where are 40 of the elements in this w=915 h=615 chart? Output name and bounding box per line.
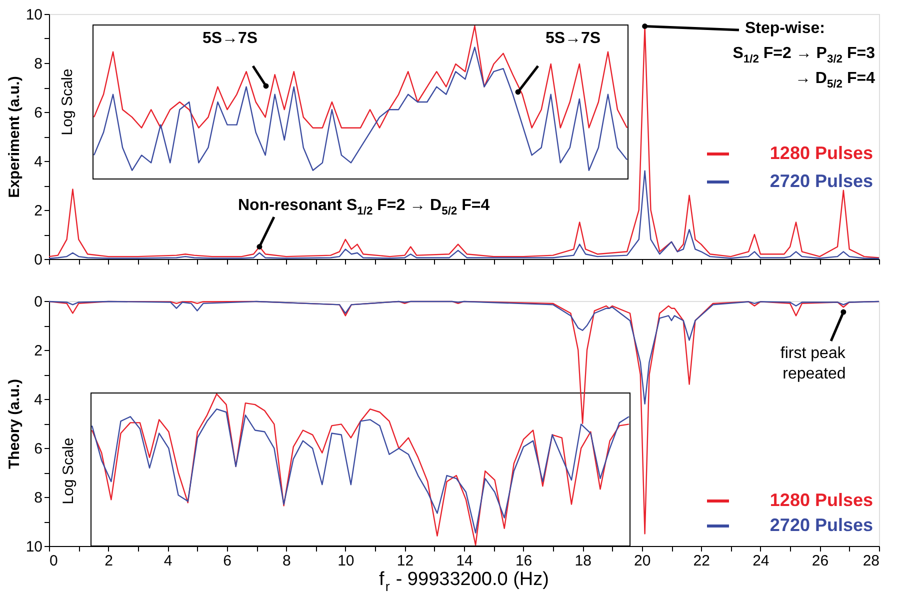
y-tick-label: 10 bbox=[26, 6, 42, 24]
y-axis-title: Log Scale bbox=[60, 438, 77, 504]
y-tick-label: 4 bbox=[34, 154, 42, 170]
x-tick-label: 10 bbox=[338, 552, 354, 570]
x-tick-label: 26 bbox=[812, 552, 829, 570]
x-tick-label: 16 bbox=[515, 552, 532, 570]
legend-label: 1280 Pulses bbox=[770, 143, 873, 163]
x-tick-label: 18 bbox=[574, 552, 592, 570]
legend-label: 2720 Pulses bbox=[770, 171, 873, 191]
y-tick-label: 2 bbox=[34, 202, 42, 220]
x-tick-label: 20 bbox=[634, 552, 651, 570]
x-tick-label: 8 bbox=[282, 552, 291, 570]
annotation: first peak repeated bbox=[780, 344, 846, 383]
x-tick-label: 4 bbox=[164, 552, 172, 570]
y-tick-label: 2 bbox=[34, 342, 42, 360]
y-axis-title: Experiment (a.u.) bbox=[6, 76, 23, 198]
legend-label: 2720 Pulses bbox=[770, 515, 873, 535]
y-axis-title: Log Scale bbox=[59, 68, 76, 136]
x-tick-label: 24 bbox=[752, 552, 770, 570]
y-tick-label: 8 bbox=[34, 56, 42, 72]
y-tick-label: 0 bbox=[34, 252, 42, 268]
y-tick-label: 8 bbox=[34, 490, 42, 506]
line-series bbox=[48, 300, 880, 404]
x-tick-label: 14 bbox=[456, 552, 473, 570]
x-tick-label: 2 bbox=[104, 552, 113, 570]
y-tick-label: 6 bbox=[34, 440, 42, 458]
y-axis-title: Theory (a.u.) bbox=[6, 378, 23, 470]
y-tick-label: 10 bbox=[26, 538, 42, 556]
x-tick-label: 28 bbox=[862, 552, 880, 570]
y-tick-label: 0 bbox=[34, 294, 42, 310]
x-tick-label: 6 bbox=[223, 552, 232, 570]
y-tick-label: 4 bbox=[34, 392, 42, 408]
x-tick-label: 22 bbox=[693, 552, 710, 570]
annotation: 5S→7S bbox=[545, 30, 601, 47]
x-tick-label: 0 bbox=[50, 552, 58, 570]
x-tick-label: 12 bbox=[396, 552, 414, 570]
annotation: Step-wise: bbox=[744, 20, 825, 37]
annotation: 5S→7S bbox=[202, 30, 258, 47]
y-tick-label: 6 bbox=[34, 104, 42, 122]
legend-label: 1280 Pulses bbox=[770, 490, 873, 510]
